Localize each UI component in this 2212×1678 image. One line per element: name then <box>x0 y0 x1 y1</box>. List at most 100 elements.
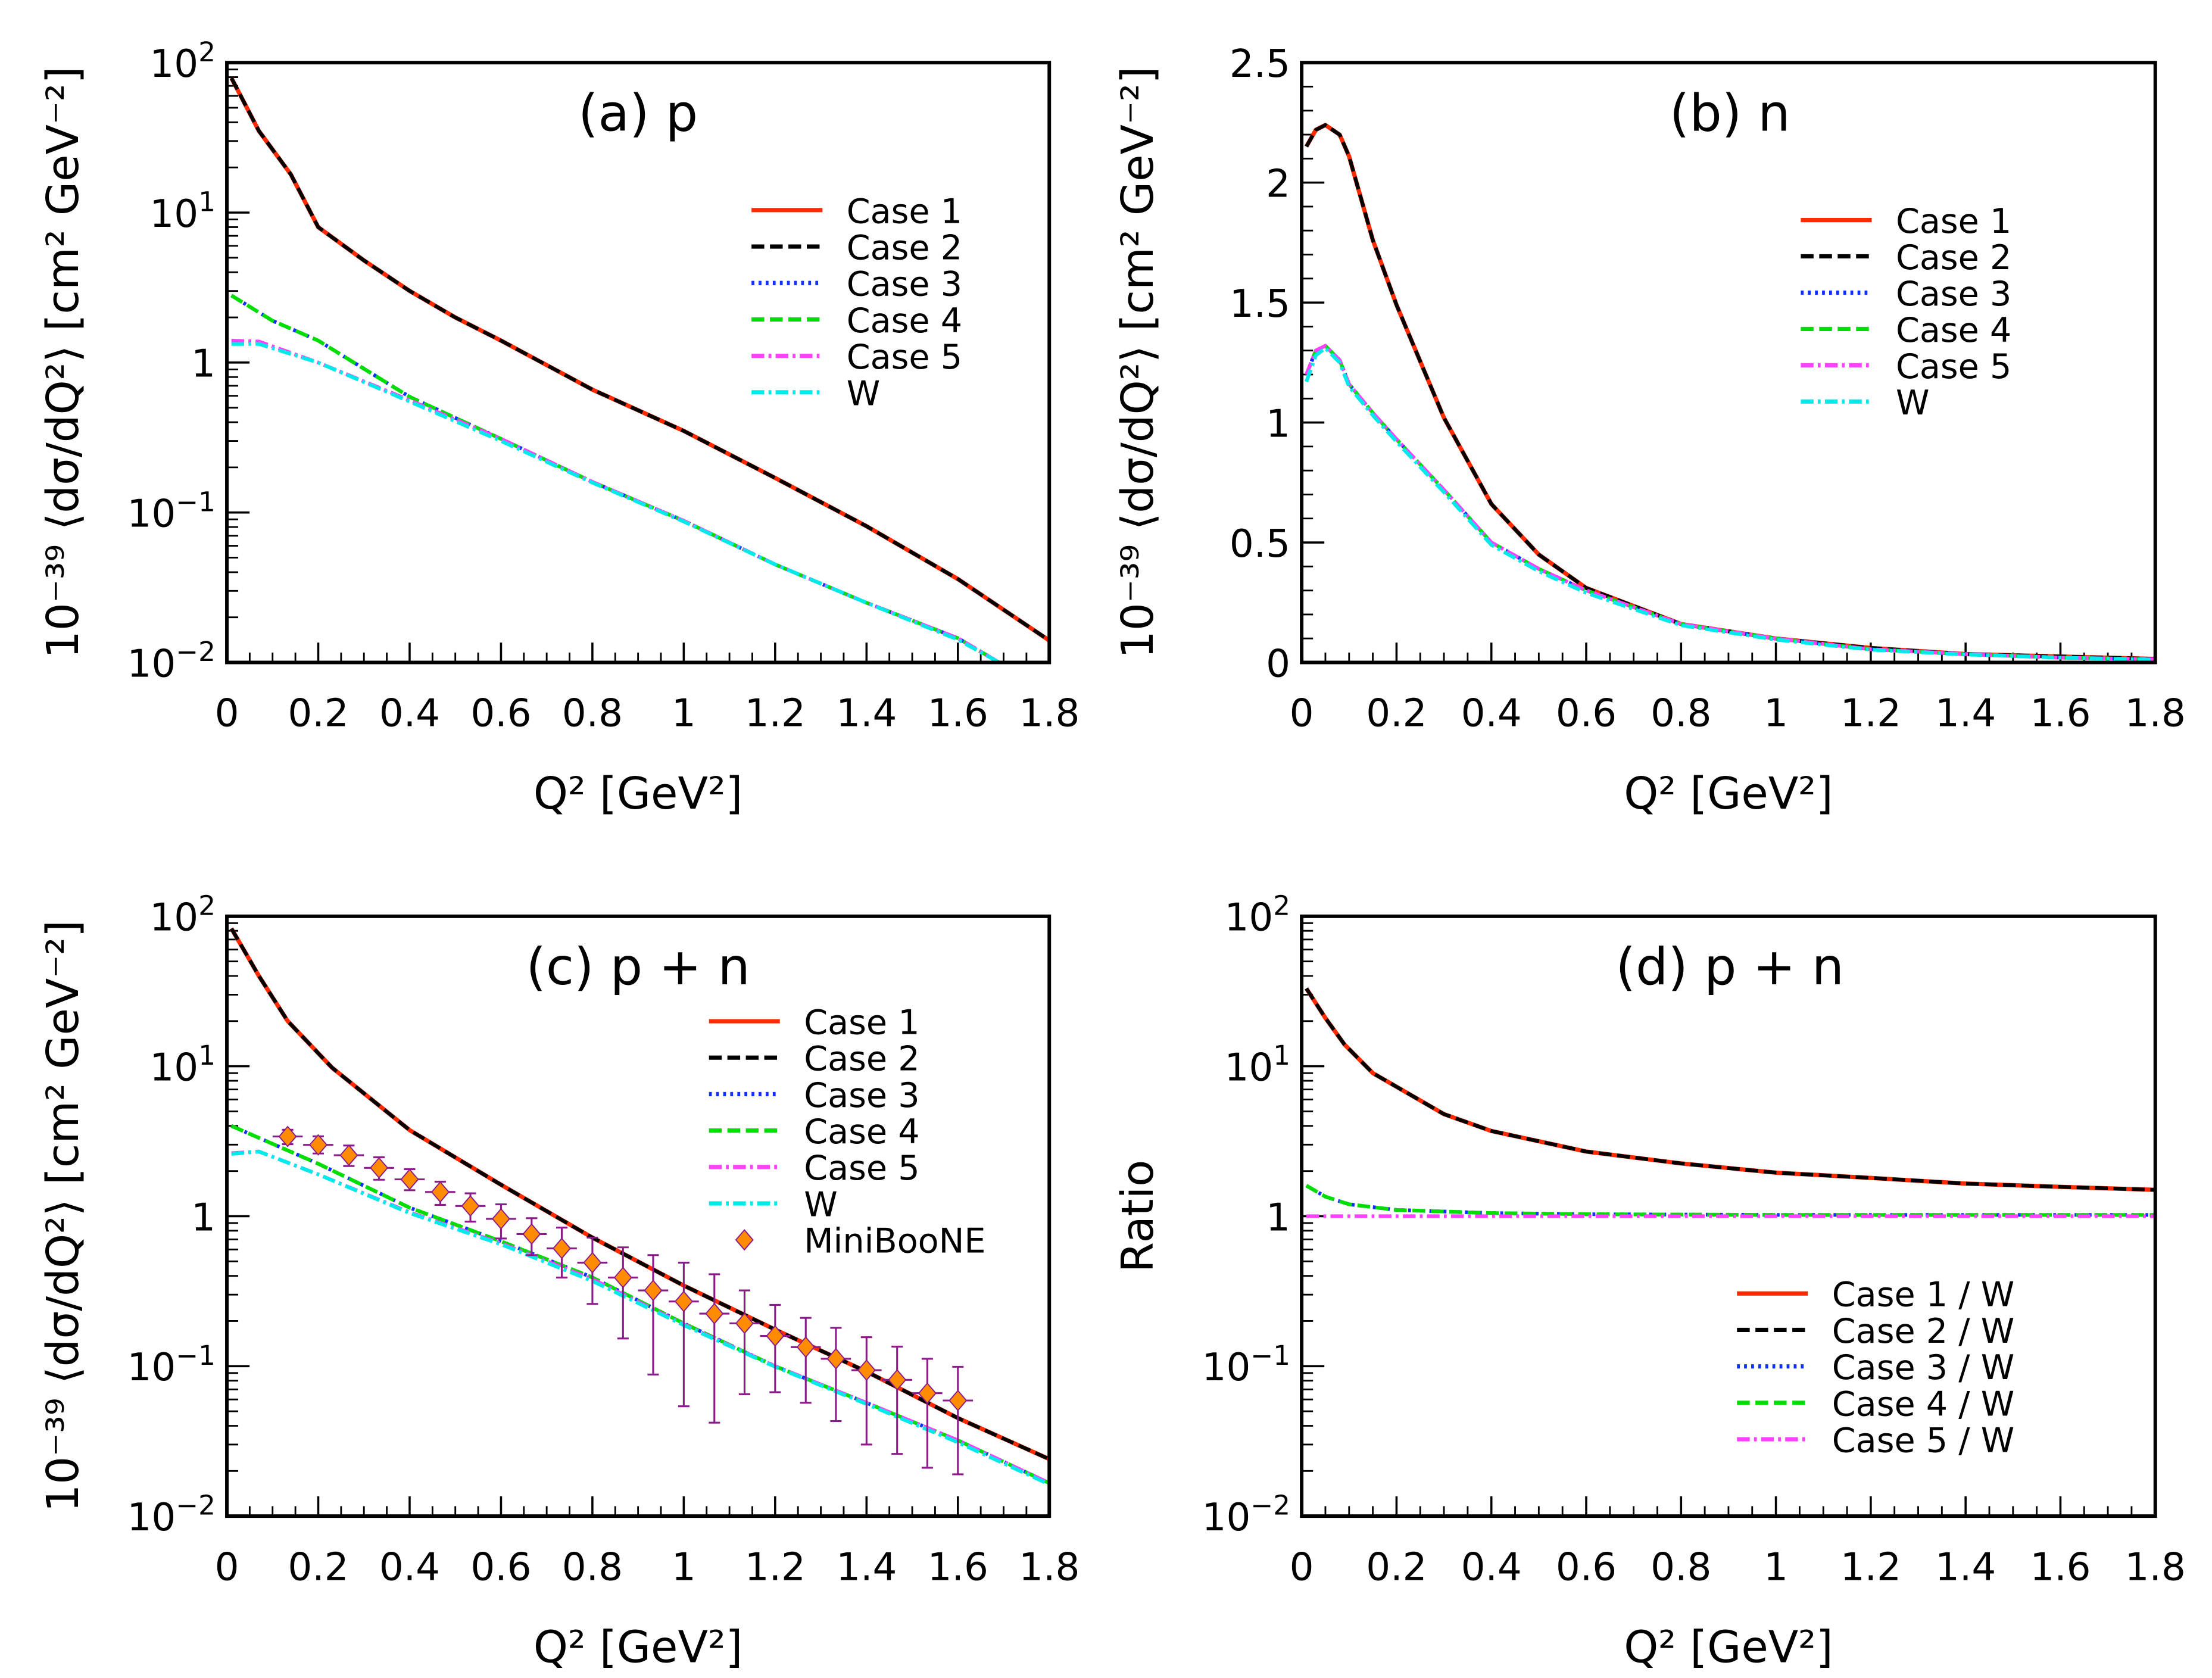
data-point <box>394 1168 425 1192</box>
tick-base: 10 <box>149 192 198 236</box>
data-point <box>729 1289 760 1395</box>
y-tick-label: 102 <box>149 890 216 940</box>
x-tick-label: 1.8 <box>2125 691 2186 736</box>
x-tick-label: 0.8 <box>1651 691 1711 736</box>
diamond-marker <box>766 1325 785 1347</box>
legend-label: Case 2 <box>1896 238 2011 277</box>
diamond-marker <box>644 1279 663 1302</box>
x-axis-label: Q² [GeV²] <box>533 1621 742 1673</box>
series-group <box>1304 987 2155 1218</box>
plot-frame <box>225 61 1052 665</box>
diamond-marker <box>400 1168 419 1190</box>
x-tick-label: 1.6 <box>928 691 988 736</box>
diamond-marker <box>735 1312 754 1334</box>
x-tick-label: 0.6 <box>470 1545 531 1589</box>
x-tick-label: 0 <box>1290 1545 1314 1589</box>
x-tick-label: 0.6 <box>470 691 531 736</box>
data-point <box>607 1246 638 1340</box>
data-point <box>333 1144 364 1167</box>
tick-base: 10 <box>127 1345 176 1390</box>
series-group <box>229 77 1050 663</box>
x-tick-label: 1.8 <box>2125 1545 2186 1589</box>
series-line-case-1-w <box>1304 987 2155 1192</box>
legend-label: Case 1 / W <box>1832 1275 2014 1315</box>
legend-label: W <box>1896 383 1930 423</box>
legend-label: Case 2 / W <box>1832 1312 2014 1351</box>
diamond-marker <box>583 1252 602 1274</box>
x-tick-label: 0.2 <box>288 1545 348 1589</box>
legend-label: Case 1 <box>804 1003 919 1042</box>
diamond-marker <box>613 1267 632 1289</box>
y-tick-label: 10−1 <box>1202 1340 1290 1390</box>
tick-base: 10 <box>1202 1345 1251 1390</box>
x-axis-label: Q² [GeV²] <box>533 768 742 819</box>
diamond-marker <box>461 1195 480 1217</box>
x-tick-label: 1.8 <box>1019 1545 1080 1589</box>
plot-frame <box>1300 61 2157 665</box>
legend-label: W <box>847 374 881 413</box>
x-tick-label: 1.2 <box>745 691 806 736</box>
data-point <box>790 1317 821 1404</box>
tick-exponent: −1 <box>1250 1340 1290 1371</box>
x-tick-label: 1 <box>1764 1545 1788 1589</box>
data-point <box>912 1358 943 1469</box>
y-tick-label: 1 <box>1266 1195 1290 1240</box>
legend-label: Case 5 <box>1896 347 2011 386</box>
legend-label: Case 4 <box>1896 311 2011 350</box>
y-tick-label: 101 <box>149 1040 216 1090</box>
diamond-marker <box>918 1382 937 1404</box>
panel-title: (d) p + n <box>1616 937 1845 997</box>
series-line-w <box>231 342 1000 663</box>
y-axis-label: 10⁻³⁹ ⟨dσ/dQ²⟩ [cm² GeV⁻²] <box>38 920 89 1512</box>
x-tick-label: 1.6 <box>928 1545 988 1589</box>
diamond-marker <box>308 1134 328 1156</box>
x-tick-label: 0.8 <box>562 1545 623 1589</box>
legend-label: MiniBooNE <box>804 1222 985 1261</box>
data-point <box>516 1217 547 1256</box>
tick-base: 10 <box>127 491 176 536</box>
y-tick-label: 1 <box>191 342 216 386</box>
legend-label: Case 4 / W <box>1832 1384 2014 1424</box>
y-tick-label: 1 <box>191 1195 216 1240</box>
series-line-case-2-w <box>1305 987 2155 1192</box>
tick-exponent: −2 <box>1250 1490 1290 1521</box>
y-tick-label: 1.5 <box>1230 282 1290 326</box>
x-tick-label: 0.6 <box>1556 691 1617 736</box>
diamond-marker <box>949 1389 968 1412</box>
tick-exponent: −2 <box>176 1490 216 1521</box>
data-point <box>851 1336 882 1446</box>
y-axis-label: 10⁻³⁹ ⟨dσ/dQ²⟩ [cm² GeV⁻²] <box>1112 67 1163 659</box>
x-axis-label: Q² [GeV²] <box>1624 768 1833 819</box>
data-point <box>486 1203 516 1240</box>
y-axis-label: 10⁻³⁹ ⟨dσ/dQ²⟩ [cm² GeV⁻²] <box>38 67 89 659</box>
data-point <box>425 1180 455 1206</box>
legend-label: W <box>804 1185 838 1224</box>
y-tick-label: 0.5 <box>1230 522 1290 566</box>
data-point <box>760 1303 791 1393</box>
series-line-case-4-w <box>1305 1184 2155 1217</box>
diamond-marker <box>491 1208 510 1230</box>
legend-label: Case 1 <box>1896 202 2011 241</box>
data-point <box>455 1192 486 1223</box>
plot-frame <box>225 914 1052 1518</box>
tick-exponent: −2 <box>176 636 216 668</box>
y-tick-label: 2 <box>1266 161 1290 206</box>
x-tick-label: 0.2 <box>1366 691 1427 736</box>
x-tick-label: 1 <box>672 1545 696 1589</box>
tick-exponent: 1 <box>198 1040 216 1071</box>
panel-title: (a) p <box>578 83 698 143</box>
tick-base: 10 <box>1202 1495 1251 1540</box>
x-axis-label: Q² [GeV²] <box>1624 1621 1833 1673</box>
legend-label: Case 5 <box>847 338 962 377</box>
y-tick-label: 10−2 <box>127 636 215 686</box>
data-point <box>272 1125 303 1147</box>
diamond-marker <box>857 1359 876 1381</box>
legend-label: Case 4 <box>804 1112 919 1152</box>
tick-base: 10 <box>149 1045 198 1090</box>
diamond-marker <box>522 1223 541 1245</box>
x-tick-label: 1 <box>672 691 696 736</box>
data-point <box>364 1156 394 1181</box>
tick-exponent: 2 <box>1273 890 1290 921</box>
y-tick-label: 10−1 <box>127 486 215 536</box>
